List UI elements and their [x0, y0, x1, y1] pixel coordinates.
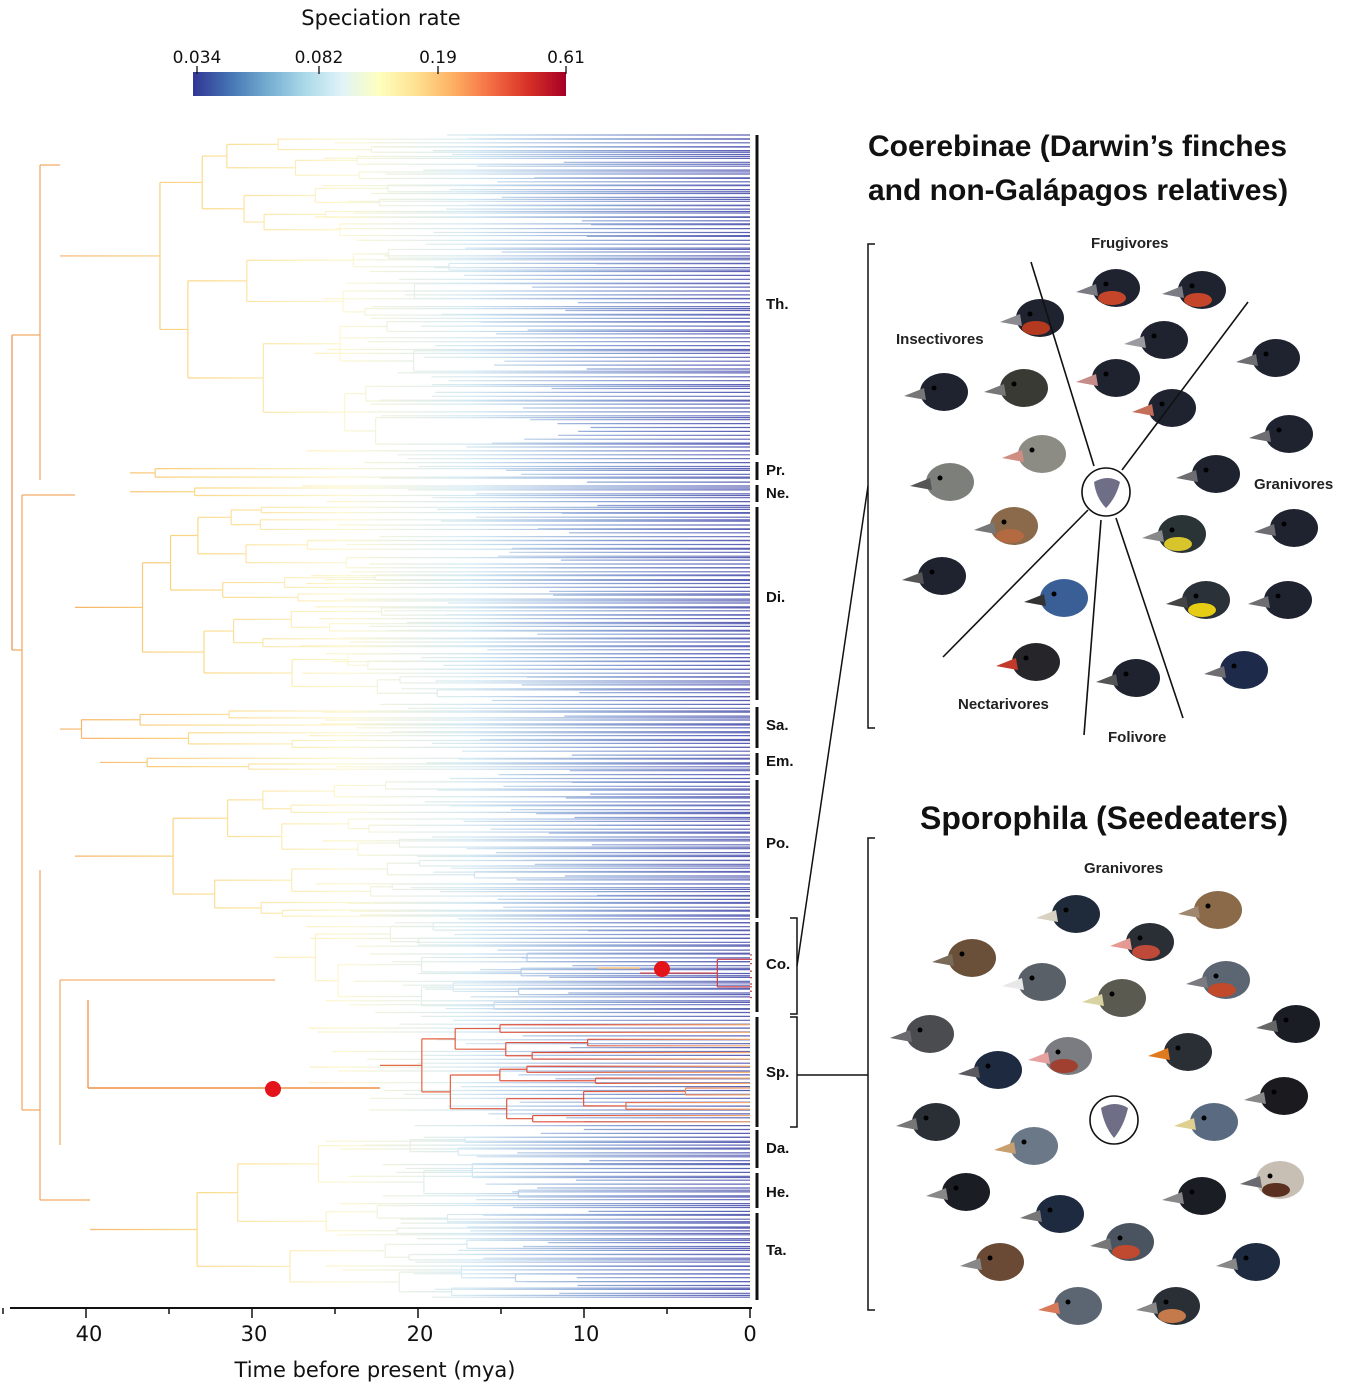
bird-head-illustration — [1244, 1077, 1308, 1115]
beak-icon-fill — [1094, 478, 1120, 508]
bird-head-illustration — [1186, 961, 1250, 999]
bird-head-illustration — [1136, 1287, 1200, 1325]
bird-head-illustration — [1036, 895, 1100, 933]
bird-head-illustration — [1028, 1037, 1092, 1075]
bird-head-illustration — [1178, 891, 1242, 929]
bird-head-illustration — [994, 1127, 1058, 1165]
tree-leaves — [300, 134, 750, 1298]
tree-branch — [12, 164, 60, 480]
phylogenetic-tree — [11, 134, 752, 1298]
bird-head-illustration — [890, 1015, 954, 1053]
bird-head-illustration — [1162, 271, 1226, 309]
bird-head-illustration — [1142, 515, 1206, 553]
rate-shift-marker — [654, 961, 670, 977]
colorbar-tick-label: 0.082 — [294, 48, 344, 68]
clade-label: Po. — [766, 835, 790, 852]
bird-head-illustration — [932, 939, 996, 977]
clade-label: Di. — [766, 589, 786, 606]
bird-head-illustration — [904, 373, 968, 411]
bird-head-illustration — [1174, 1103, 1238, 1141]
clade-label: He. — [766, 1184, 790, 1201]
x-tick-label: 10 — [572, 1322, 600, 1346]
bird-head-illustration — [1090, 1223, 1154, 1261]
clade-label: Ne. — [766, 485, 790, 502]
bird-head-illustration — [1162, 1177, 1226, 1215]
clade-label: Sp. — [766, 1064, 790, 1081]
clade-label: Th. — [766, 296, 789, 313]
guild-label-granivores: Granivores — [1084, 860, 1164, 877]
coerebinae-title-line2: and non-Galápagos relatives) — [868, 174, 1289, 207]
bird-head-illustration — [1082, 979, 1146, 1017]
clade-label: Da. — [766, 1140, 790, 1157]
colorbar-tick-label: 0.034 — [172, 48, 222, 68]
clade-label: Sa. — [766, 717, 789, 734]
x-axis-label: Time before present (mya) — [234, 1358, 516, 1382]
bird-head-illustration — [974, 507, 1038, 545]
sporophila-title: Sporophila (Seedeaters) — [920, 800, 1289, 836]
colorbar-tick-label: 0.19 — [419, 48, 457, 68]
bird-head-illustration — [1002, 963, 1066, 1001]
x-tick-label: 20 — [406, 1322, 434, 1346]
coerebinae-title-line1: Coerebinae (Darwin’s finches — [868, 130, 1288, 163]
colorbar-tick-label: 0.61 — [547, 48, 585, 68]
bird-head-illustration — [984, 369, 1048, 407]
bird-head-illustration — [1166, 581, 1230, 619]
guild-label-granivores: Granivores — [1254, 476, 1334, 493]
clade-label: Pr. — [766, 462, 786, 479]
x-tick-label: 40 — [75, 1322, 103, 1346]
bird-head-illustration — [960, 1243, 1024, 1281]
bird-head-illustration — [1076, 269, 1140, 307]
bird-head-illustration — [1240, 1161, 1304, 1199]
tree-branch — [22, 870, 90, 1201]
clade-label: Ta. — [766, 1242, 787, 1259]
tree-branch — [12, 494, 75, 1110]
bird-head-illustration — [1236, 339, 1300, 377]
bird-head-illustration — [1000, 299, 1064, 337]
bird-head-illustration — [1176, 455, 1240, 493]
bird-head-illustration — [1038, 1287, 1102, 1325]
bird-head-illustration — [1148, 1033, 1212, 1071]
guild-label-folivore: Folivore — [1108, 729, 1167, 746]
bird-head-illustration — [1249, 415, 1313, 453]
bird-illustrations — [890, 269, 1320, 1325]
bird-head-illustration — [1020, 1195, 1084, 1233]
bird-head-illustration — [1216, 1243, 1280, 1281]
bird-head-illustration — [1204, 651, 1268, 689]
guild-label-frugivores: Frugivores — [1091, 235, 1169, 252]
bird-head-illustration — [1248, 581, 1312, 619]
clade-label: Co. — [766, 956, 791, 973]
bird-head-illustration — [910, 463, 974, 501]
x-tick-label: 30 — [240, 1322, 268, 1346]
x-axis — [2, 1307, 752, 1318]
coerebinae-radial-lines — [942, 261, 1249, 736]
guild-label-nectarivores: Nectarivores — [958, 696, 1049, 713]
bird-head-illustration — [996, 643, 1060, 681]
connector-lines — [790, 243, 875, 1311]
bird-head-illustration — [902, 557, 966, 595]
tree-branch — [59, 979, 275, 1145]
bird-head-illustration — [1024, 579, 1088, 617]
bird-head-illustration — [1124, 321, 1188, 359]
bird-head-illustration — [958, 1051, 1022, 1089]
bird-head-illustration — [1256, 1005, 1320, 1043]
x-tick-label: 0 — [743, 1322, 757, 1346]
bird-head-illustration — [1096, 659, 1160, 697]
guild-label-insectivores: Insectivores — [896, 331, 984, 348]
bird-head-illustration — [1076, 359, 1140, 397]
bird-head-illustration — [1132, 389, 1196, 427]
beak-icon-fill — [1101, 1104, 1128, 1138]
bird-head-illustration — [926, 1173, 990, 1211]
colorbar — [193, 72, 566, 96]
bird-head-illustration — [1002, 435, 1066, 473]
bird-head-illustration — [896, 1103, 960, 1141]
colorbar-title: Speciation rate — [301, 6, 461, 30]
bird-head-illustration — [1110, 923, 1174, 961]
rate-shift-marker — [265, 1081, 281, 1097]
clade-label: Em. — [766, 753, 794, 770]
bird-head-illustration — [1254, 509, 1318, 547]
